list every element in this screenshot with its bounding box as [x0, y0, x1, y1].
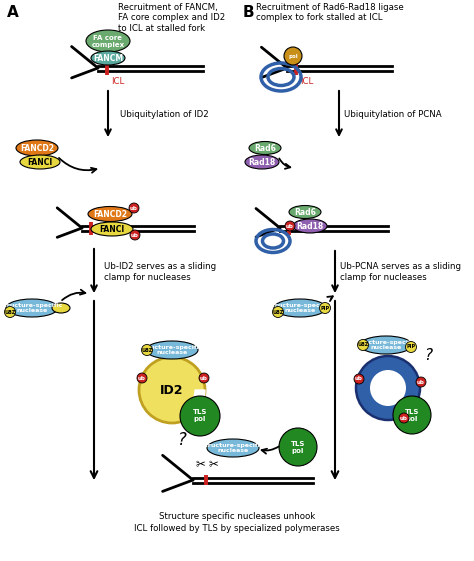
Text: ub: ub — [355, 376, 363, 381]
Text: FANCI: FANCI — [100, 224, 125, 233]
Text: FANCD2: FANCD2 — [20, 144, 54, 153]
Ellipse shape — [88, 206, 132, 222]
Text: ID2: ID2 — [160, 384, 184, 397]
Text: structure-specific
nuclease: structure-specific nuclease — [269, 302, 331, 314]
Text: PIP: PIP — [320, 306, 329, 310]
Circle shape — [279, 428, 317, 466]
Text: Ub-ID2 serves as a sliding
clamp for nucleases: Ub-ID2 serves as a sliding clamp for nuc… — [104, 263, 216, 282]
Text: Recruitment of Rad6-Rad18 ligase
complex to fork stalled at ICL: Recruitment of Rad6-Rad18 ligase complex… — [256, 3, 404, 22]
Text: A: A — [7, 5, 19, 20]
Ellipse shape — [249, 141, 281, 154]
Text: B: B — [243, 5, 255, 20]
Ellipse shape — [20, 155, 60, 169]
Text: Recruitment of FANCM,
FA core complex and ID2
to ICL at stalled fork: Recruitment of FANCM, FA core complex an… — [118, 3, 225, 33]
Ellipse shape — [52, 303, 70, 313]
Circle shape — [354, 374, 364, 384]
Text: ?: ? — [424, 347, 432, 362]
Ellipse shape — [274, 299, 326, 317]
Text: pol: pol — [288, 53, 298, 58]
Text: structure-specific
nuclease: structure-specific nuclease — [1, 302, 63, 314]
Circle shape — [405, 342, 417, 352]
Text: Ubiquitylation of ID2: Ubiquitylation of ID2 — [120, 109, 209, 118]
Text: Rad18: Rad18 — [296, 222, 324, 231]
Text: ICL: ICL — [111, 77, 124, 86]
Ellipse shape — [360, 336, 412, 354]
Text: ub: ub — [138, 375, 146, 380]
Text: ub: ub — [417, 379, 425, 384]
Circle shape — [393, 396, 431, 434]
Text: ub: ub — [400, 416, 408, 421]
Text: ?: ? — [178, 431, 186, 449]
Text: Structure specific nucleases unhook: Structure specific nucleases unhook — [159, 512, 315, 521]
Text: structure-specific
nuclease: structure-specific nuclease — [202, 443, 264, 453]
Text: UBZ: UBZ — [141, 347, 153, 352]
Text: ub: ub — [286, 223, 294, 228]
Text: TLS
pol: TLS pol — [193, 410, 207, 422]
Text: Ubiquitylation of PCNA: Ubiquitylation of PCNA — [344, 109, 442, 118]
Text: ICL followed by TLS by specialized polymerases: ICL followed by TLS by specialized polym… — [134, 524, 340, 533]
Circle shape — [319, 302, 330, 314]
Text: FANCI: FANCI — [27, 158, 53, 167]
Text: PCNA: PCNA — [373, 383, 403, 393]
Ellipse shape — [245, 155, 279, 169]
Text: ub: ub — [130, 205, 138, 210]
Text: UBZ: UBZ — [4, 310, 16, 315]
Text: Rad6: Rad6 — [254, 144, 276, 153]
Text: structure-specific
nuclease: structure-specific nuclease — [355, 339, 417, 351]
Circle shape — [139, 357, 205, 423]
Text: FANCM: FANCM — [93, 53, 123, 62]
Circle shape — [199, 373, 209, 383]
Ellipse shape — [207, 439, 259, 457]
Text: FA core
complex: FA core complex — [91, 34, 125, 48]
Text: ub: ub — [131, 232, 139, 237]
Circle shape — [180, 396, 220, 436]
Text: Rad6: Rad6 — [294, 208, 316, 217]
Ellipse shape — [16, 140, 58, 156]
Ellipse shape — [91, 222, 133, 236]
Text: ?: ? — [306, 301, 314, 315]
Wedge shape — [183, 390, 205, 419]
Circle shape — [399, 413, 409, 423]
Text: ub: ub — [200, 375, 208, 380]
Ellipse shape — [146, 341, 198, 359]
Circle shape — [285, 221, 295, 231]
Text: ✂: ✂ — [195, 458, 205, 471]
Circle shape — [416, 377, 426, 387]
Circle shape — [130, 230, 140, 240]
Text: TLS
pol: TLS pol — [405, 408, 419, 421]
Ellipse shape — [91, 51, 125, 65]
Text: PIP: PIP — [406, 344, 416, 350]
Text: ICL: ICL — [300, 77, 313, 86]
Text: Rad18: Rad18 — [248, 158, 275, 167]
Ellipse shape — [86, 30, 130, 52]
Text: structure-specific
nuclease: structure-specific nuclease — [141, 344, 203, 356]
Circle shape — [142, 344, 153, 356]
Text: ✂: ✂ — [208, 458, 218, 471]
Circle shape — [4, 306, 16, 318]
Text: FANCD2: FANCD2 — [93, 209, 127, 218]
Circle shape — [370, 370, 406, 406]
Circle shape — [129, 203, 139, 213]
Ellipse shape — [6, 299, 58, 317]
Circle shape — [284, 47, 302, 65]
Text: TLS
pol: TLS pol — [291, 440, 305, 453]
Ellipse shape — [289, 205, 321, 218]
Circle shape — [357, 339, 368, 351]
Circle shape — [273, 306, 283, 318]
Circle shape — [356, 356, 420, 420]
Text: UBZ: UBZ — [357, 343, 369, 347]
Text: UBZ: UBZ — [272, 310, 283, 315]
Circle shape — [137, 373, 147, 383]
Ellipse shape — [293, 219, 327, 233]
Text: Ub-PCNA serves as a sliding
clamp for nucleases: Ub-PCNA serves as a sliding clamp for nu… — [340, 263, 461, 282]
